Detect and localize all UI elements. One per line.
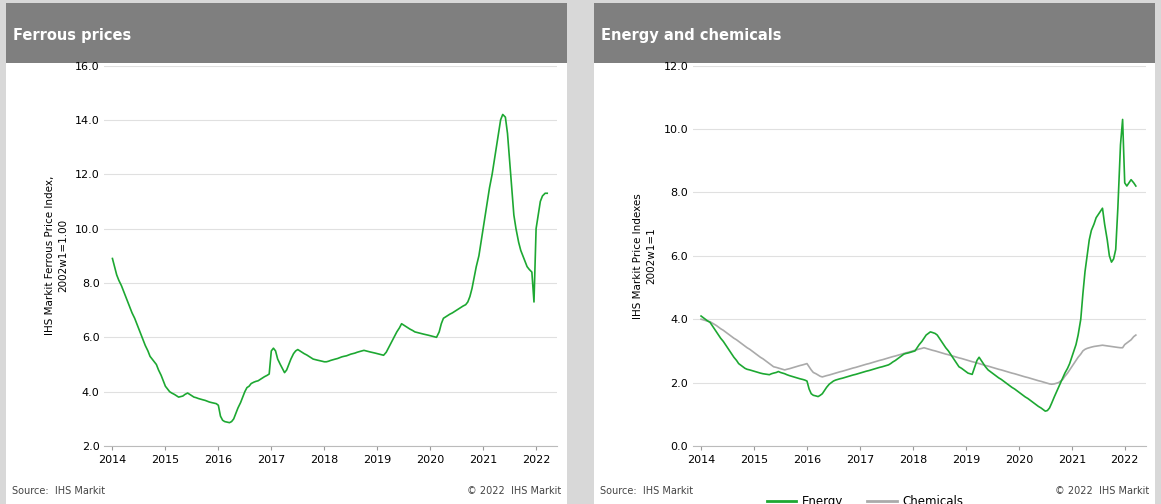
Energy <box>1076 291 1090 297</box>
Energy <box>1038 408 1052 414</box>
Chemicals <box>724 334 738 340</box>
Y-axis label: IHS Markit Price Indexes
2002w1=1: IHS Markit Price Indexes 2002w1=1 <box>634 193 657 319</box>
Energy <box>694 313 708 319</box>
Text: Source:  IHS Markit: Source: IHS Markit <box>12 486 104 496</box>
Energy <box>1018 394 1032 400</box>
Energy <box>1128 183 1142 189</box>
Energy <box>1101 237 1115 243</box>
Legend: Energy, Chemicals: Energy, Chemicals <box>762 490 968 504</box>
Chemicals <box>968 359 982 365</box>
Text: © 2022  IHS Markit: © 2022 IHS Markit <box>1055 486 1149 496</box>
Energy <box>1116 116 1130 122</box>
Text: Ferrous prices: Ferrous prices <box>13 28 131 43</box>
Chemicals <box>1101 343 1115 349</box>
Line: Energy: Energy <box>701 119 1135 411</box>
Energy <box>968 364 982 370</box>
Chemicals <box>751 353 765 359</box>
Chemicals <box>1076 348 1090 354</box>
Text: Energy and chemicals: Energy and chemicals <box>601 28 781 43</box>
Line: Chemicals: Chemicals <box>701 319 1135 384</box>
Chemicals <box>1128 332 1142 338</box>
Text: Source:  IHS Markit: Source: IHS Markit <box>600 486 693 496</box>
Chemicals <box>1018 374 1032 380</box>
Energy <box>751 369 765 375</box>
Chemicals <box>1045 381 1059 387</box>
Energy <box>724 351 738 357</box>
Chemicals <box>694 316 708 322</box>
Y-axis label: IHS Markit Ferrous Price Index,
2002w1=1.00: IHS Markit Ferrous Price Index, 2002w1=1… <box>45 176 68 336</box>
Text: © 2022  IHS Markit: © 2022 IHS Markit <box>467 486 561 496</box>
